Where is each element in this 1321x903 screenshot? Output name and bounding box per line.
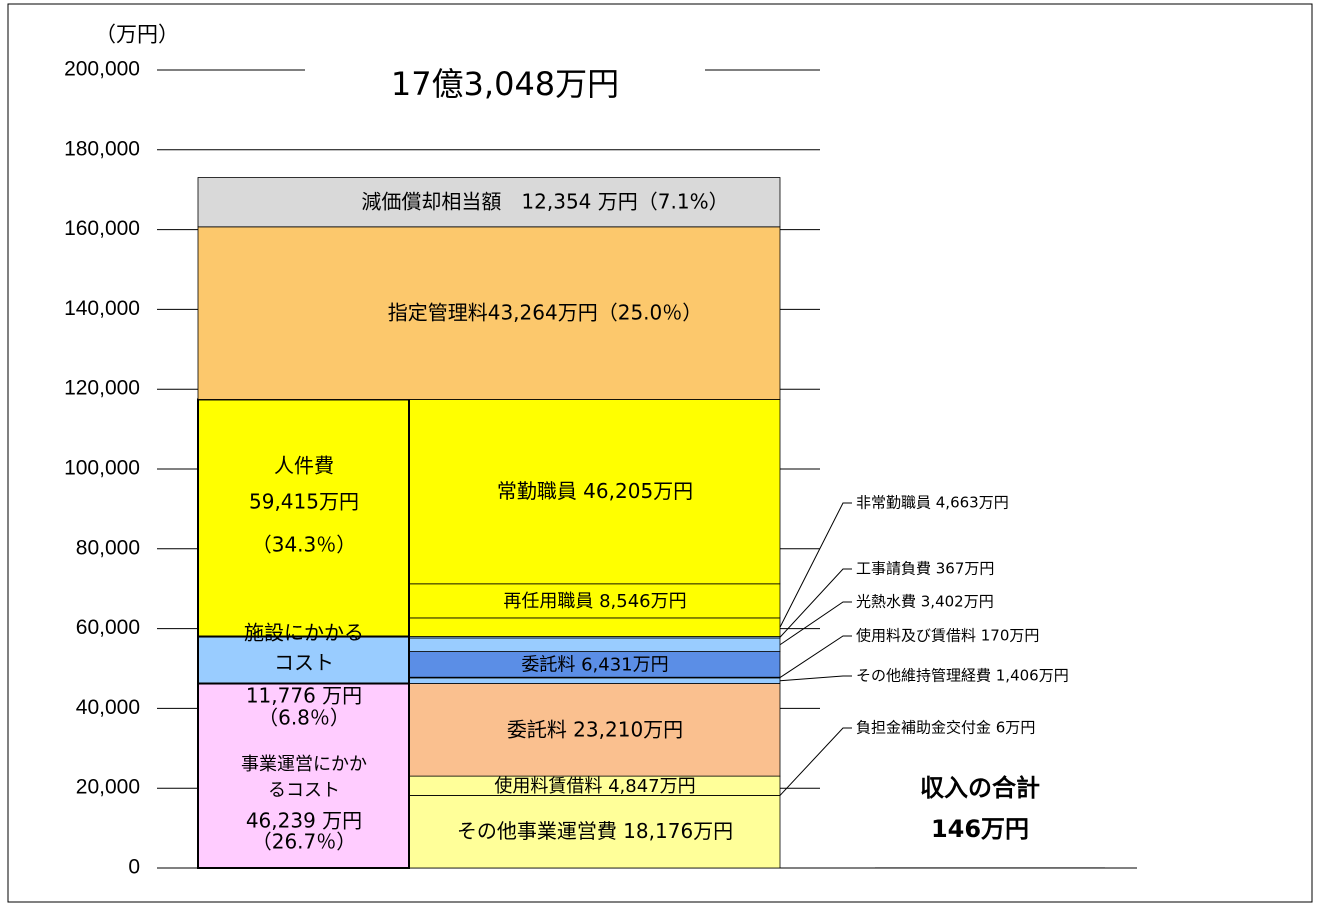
- segment-label: （26.7％）: [252, 830, 357, 854]
- bar-segment: [197, 177, 781, 228]
- segment-label: るコスト: [268, 780, 340, 801]
- segment-label: 46,239 万円: [246, 809, 362, 833]
- segment-label: 人件費: [274, 454, 334, 478]
- callout-label: その他維持管理経費 1,406万円: [856, 667, 1069, 685]
- callout-line: [779, 568, 852, 638]
- bar-segment: [197, 226, 781, 400]
- bar-segment: [408, 651, 781, 678]
- unit-label: （万円）: [95, 24, 179, 47]
- segment-label: その他事業運営費 18,176万円: [457, 819, 733, 843]
- segment-label: 施設にかかる: [244, 621, 364, 645]
- callout-label: 非常勤職員 4,663万円: [856, 494, 1009, 512]
- segment-label: 常勤職員 46,205万円: [497, 479, 693, 503]
- y-tick-label: 40,000: [76, 696, 140, 719]
- y-tick-label: 200,000: [64, 58, 140, 81]
- segment-label: 11,776 万円: [246, 684, 362, 708]
- callout-label: 光熱水費 3,402万円: [856, 593, 994, 611]
- bar-segment: [408, 399, 781, 585]
- bar-segment: [197, 682, 410, 870]
- callout-line: [779, 727, 852, 796]
- segment-label: 委託料 23,210万円: [507, 717, 683, 741]
- segment-label: 委託料 6,431万円: [521, 654, 668, 675]
- callout-label: 負担金補助金交付金 6万円: [856, 719, 1035, 737]
- y-tick-label: 180,000: [64, 137, 140, 160]
- segment-label: コスト: [274, 651, 334, 675]
- y-tick-label: 160,000: [64, 217, 140, 240]
- y-tick-label: 80,000: [76, 536, 140, 559]
- bar-segment: [408, 637, 781, 652]
- y-tick-label: 0: [128, 856, 140, 879]
- bar-segment: [408, 683, 781, 777]
- callout-label: 工事請負費 367万円: [856, 560, 994, 578]
- callout-label: 使用料及び賃借料 170万円: [856, 627, 1039, 645]
- y-tick-label: 100,000: [64, 457, 140, 480]
- bar-segment: [408, 795, 781, 869]
- bar-segment: [408, 677, 781, 684]
- callout-line: [779, 601, 852, 646]
- segment-label: 事業運営にかか: [241, 754, 367, 775]
- segment-label: 59,415万円: [249, 490, 359, 514]
- revenue-bar: [875, 867, 1105, 868]
- y-tick-label: 140,000: [64, 297, 140, 320]
- callout-line: [779, 502, 852, 628]
- segment-label: 減価償却相当額 12,354 万円（7.1%）: [361, 190, 728, 214]
- revenue-label: 146万円: [931, 815, 1029, 843]
- segment-label: （34.3％）: [252, 533, 357, 557]
- callout-line: [779, 635, 852, 678]
- y-tick-label: 120,000: [64, 377, 140, 400]
- segment-label: 指定管理料43,264万円（25.0％）: [388, 301, 703, 325]
- segment-label: 再任用職員 8,546万円: [503, 591, 686, 612]
- segment-label: 使用料賃借料 4,847万円: [494, 776, 695, 797]
- chart-title: 17億3,048万円: [391, 65, 619, 103]
- y-tick-label: 20,000: [76, 776, 140, 799]
- segment-label: （6.8％）: [258, 706, 350, 730]
- revenue-label: 収入の合計: [920, 774, 1040, 802]
- y-tick-label: 60,000: [76, 616, 140, 639]
- bar-segment: [408, 583, 781, 619]
- bar-segment: [408, 617, 781, 637]
- callout-line: [779, 675, 852, 682]
- bar-segment: [197, 398, 410, 638]
- frame: [7, 3, 1313, 903]
